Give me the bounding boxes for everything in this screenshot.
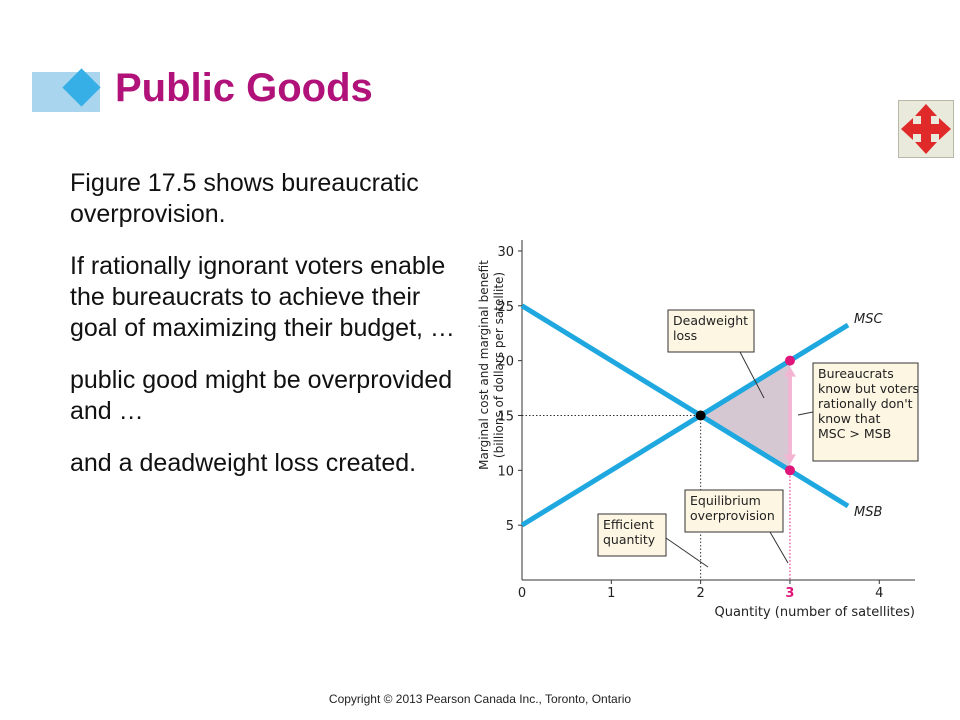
callout-text: quantity xyxy=(603,532,656,547)
x-tick-label: 4 xyxy=(875,586,883,601)
y-axis-title-line1: Marginal cost and marginal benefit xyxy=(477,260,491,470)
callout-text: rationally don't xyxy=(818,396,913,411)
x-tick-label: 1 xyxy=(607,586,615,601)
callout-leader xyxy=(797,411,814,416)
bullet-text: If rationally ignorant voters enable the… xyxy=(70,252,455,342)
y-tick-label: 10 xyxy=(497,464,514,479)
callout-box xyxy=(667,309,755,353)
callout-box xyxy=(684,489,784,533)
x-tick-label: 3 xyxy=(785,586,794,601)
bullet-text: and a deadweight loss created. xyxy=(70,449,417,477)
callout-leader xyxy=(769,531,789,564)
y-tick-label: 30 xyxy=(497,245,514,260)
page-title: Public Goods xyxy=(115,66,373,110)
overprovision-arrow-head-down xyxy=(783,454,796,465)
y-axis-title-line2: (billions of dollars per satellite) xyxy=(492,272,506,458)
copyright-footer: Copyright © 2013 Pearson Canada Inc., To… xyxy=(328,692,632,706)
overprovision-point xyxy=(784,355,795,366)
overprovision-arrow-head-up xyxy=(783,366,796,377)
bullet-text: public good might be overprovided and … xyxy=(70,366,453,425)
chart-svg: 5 10 15 20 25 30 0 1 2 3 4 Quantity (number of sate… xyxy=(477,240,919,620)
bullet-text: Figure 17.5 shows bureaucratic overprovi… xyxy=(70,169,419,228)
x-tick-label: 0 xyxy=(518,586,526,601)
curve-label-msc: MSC xyxy=(854,312,883,327)
callout-leader xyxy=(739,351,765,399)
callout-box xyxy=(812,362,919,462)
callout-text: know that xyxy=(818,411,880,426)
y-tick-label: 15 xyxy=(497,409,514,424)
callout-text: Deadweight xyxy=(673,313,748,328)
callout-box xyxy=(597,513,667,557)
curve-label-msb: MSB xyxy=(854,505,882,520)
y-tick-label: 20 xyxy=(497,355,514,370)
x-axis-title: Quantity (number of satellites) xyxy=(714,605,915,620)
callout-text: Efficient xyxy=(603,517,654,532)
y-tick-label: 5 xyxy=(506,519,514,534)
four-way-arrows-icon xyxy=(901,104,951,154)
callout-text: Equilibrium xyxy=(690,493,761,508)
chart: 5 10 15 20 25 30 0 1 2 3 4 Quantity (number of sate… xyxy=(470,220,930,625)
callout-text: know but voters xyxy=(818,381,919,396)
navigation-button[interactable] xyxy=(898,100,954,158)
deadweight-loss-area xyxy=(700,360,790,471)
callout-text: overprovision xyxy=(690,508,775,523)
bullet-list: Figure 17.5 shows bureaucratic overprovi… xyxy=(70,168,470,500)
callout-text: loss xyxy=(673,328,697,343)
callout-leader xyxy=(665,537,709,568)
callout-text: Bureaucrats xyxy=(818,366,894,381)
y-tick-label: 25 xyxy=(497,300,514,315)
x-tick-label: 2 xyxy=(696,586,704,601)
callout-text: MSC > MSB xyxy=(818,426,891,441)
equilibrium-point xyxy=(695,410,706,421)
overprovision-point xyxy=(784,465,795,476)
